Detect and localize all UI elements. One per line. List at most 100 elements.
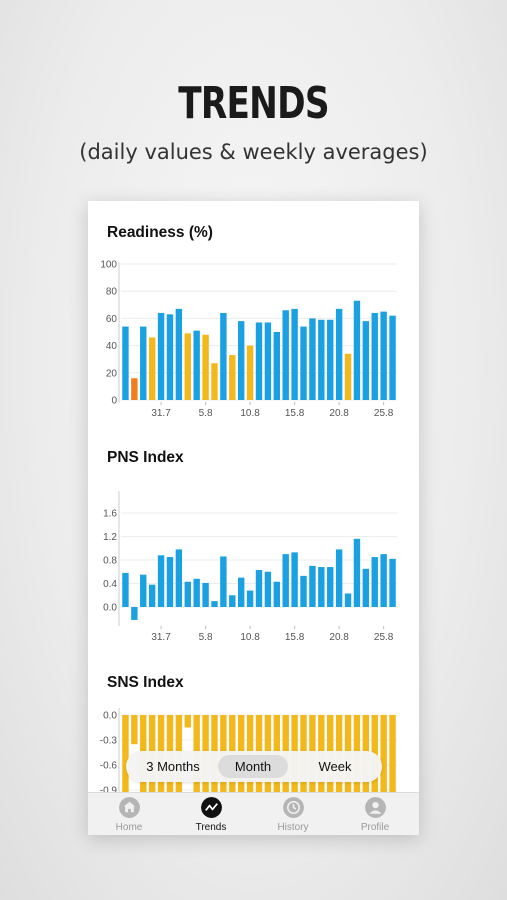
chart-bar xyxy=(166,314,174,400)
chart-bar xyxy=(380,554,387,607)
y-tick-label: 60 xyxy=(106,314,118,325)
chart-bar xyxy=(122,326,129,400)
x-tick-label: 15.8 xyxy=(285,632,305,643)
x-tick-label: 10.8 xyxy=(240,408,260,419)
chart-bar xyxy=(157,555,165,607)
y-tick-label: 0.8 xyxy=(103,556,117,567)
nav-profile[interactable]: Profile xyxy=(334,793,416,835)
chart-bar xyxy=(184,333,191,400)
chart-bar xyxy=(122,572,129,607)
chart-bar xyxy=(362,568,370,607)
page-title: TRENDS xyxy=(178,78,329,129)
y-tick-label: 1.6 xyxy=(103,509,117,520)
x-tick-label: 15.8 xyxy=(285,408,305,419)
chart-bar xyxy=(255,322,263,400)
chart-bar xyxy=(193,330,200,400)
chart-bar xyxy=(291,308,298,400)
chart-bar xyxy=(220,312,227,400)
chart-bar xyxy=(380,715,387,794)
y-tick-label: 1.2 xyxy=(103,532,117,543)
y-tick-label: 40 xyxy=(106,341,118,352)
y-tick-label: -0.9 xyxy=(100,785,118,794)
chart-bar xyxy=(264,571,272,607)
chart-bar xyxy=(202,582,209,607)
chart-bar xyxy=(309,565,316,607)
nav-profile-label: Profile xyxy=(360,822,390,833)
y-tick-label: -0.6 xyxy=(100,760,118,771)
page-subtitle: (daily values & weekly averages) xyxy=(79,140,428,164)
chart-bar xyxy=(380,311,387,400)
chart-bar xyxy=(202,334,209,400)
chart-bar xyxy=(344,353,352,400)
pns-chart: 1.6 1.2 0.8 0.4 0.0 31.7 5.8 10.8 15.8 20.8 25.8 xyxy=(103,491,397,643)
chart-bar xyxy=(309,318,316,400)
y-tick-label: 20 xyxy=(106,368,118,379)
chart-bar xyxy=(229,355,236,400)
chart-bar xyxy=(300,326,307,400)
chart-bar xyxy=(211,363,218,400)
nav-trends-label: Trends xyxy=(195,822,227,833)
nav-history-label: History xyxy=(277,822,309,833)
chart-bar xyxy=(344,593,352,607)
bottom-nav: Home Trends History Profile xyxy=(88,792,419,835)
x-tick-label: 5.8 xyxy=(199,408,213,419)
chart-bar xyxy=(389,558,396,607)
chart-bar xyxy=(175,308,183,400)
range-month-button[interactable]: Month xyxy=(218,755,288,778)
y-tick-label: 100 xyxy=(100,260,117,271)
home-icon xyxy=(119,797,140,818)
y-tick-label: 0.4 xyxy=(103,579,117,590)
chart-bar xyxy=(211,601,218,607)
nav-home[interactable]: Home xyxy=(88,793,170,835)
chart-bar xyxy=(273,332,281,400)
chart-bar xyxy=(291,552,298,607)
chart-bar xyxy=(371,557,378,607)
sns-title: SNS Index xyxy=(107,674,184,691)
chart-bar xyxy=(335,549,343,607)
chart-bar xyxy=(148,584,156,607)
range-week-button[interactable]: Week xyxy=(318,759,352,774)
nav-trends[interactable]: Trends xyxy=(170,793,252,835)
chart-bar xyxy=(229,595,236,607)
chart-bar xyxy=(157,312,165,400)
range-selector: 3 Months Month Week xyxy=(126,751,382,782)
y-tick-label: 80 xyxy=(106,287,118,298)
chart-bar xyxy=(220,556,227,607)
chart-bar xyxy=(148,337,156,400)
chart-bar xyxy=(318,567,325,607)
pns-title: PNS Index xyxy=(107,449,184,466)
range-3-months-button[interactable]: 3 Months xyxy=(146,759,200,774)
chart-bar xyxy=(264,322,272,400)
y-tick-label: -0.3 xyxy=(100,735,118,746)
chart-bar xyxy=(193,578,200,607)
chart-bar xyxy=(140,574,147,607)
chart-bar xyxy=(237,577,245,607)
y-tick-label: 0.0 xyxy=(103,603,117,614)
x-tick-label: 20.8 xyxy=(329,408,349,419)
chart-bar xyxy=(371,312,378,400)
x-tick-label: 5.8 xyxy=(199,632,213,643)
phone-screen: Readiness (%) 100 80 60 40 20 0 31.7 5.8 10.8 15.… xyxy=(88,201,419,835)
chart-bar xyxy=(389,315,396,400)
chart-bar xyxy=(131,378,138,400)
chart-bar xyxy=(327,319,334,400)
readiness-chart: 100 80 60 40 20 0 31.7 5.8 10.8 15.8 20.8 25.8 xyxy=(100,260,397,419)
chart-bar xyxy=(327,567,334,607)
x-tick-label: 10.8 xyxy=(240,632,260,643)
nav-home-label: Home xyxy=(115,822,143,833)
chart-bar xyxy=(237,321,245,400)
x-tick-label: 20.8 xyxy=(329,632,349,643)
chart-bar xyxy=(131,715,138,745)
chart-bar xyxy=(166,557,174,607)
chart-bar xyxy=(184,715,191,728)
readiness-title: Readiness (%) xyxy=(107,224,213,241)
x-tick-label: 31.7 xyxy=(151,408,171,419)
chart-bar xyxy=(389,715,396,794)
nav-history[interactable]: History xyxy=(252,793,334,835)
chart-bar xyxy=(318,319,325,400)
profile-icon xyxy=(365,797,386,818)
x-tick-label: 25.8 xyxy=(374,408,394,419)
y-tick-label: 0 xyxy=(111,396,117,407)
chart-bar xyxy=(246,590,254,607)
chart-bar xyxy=(175,549,183,607)
